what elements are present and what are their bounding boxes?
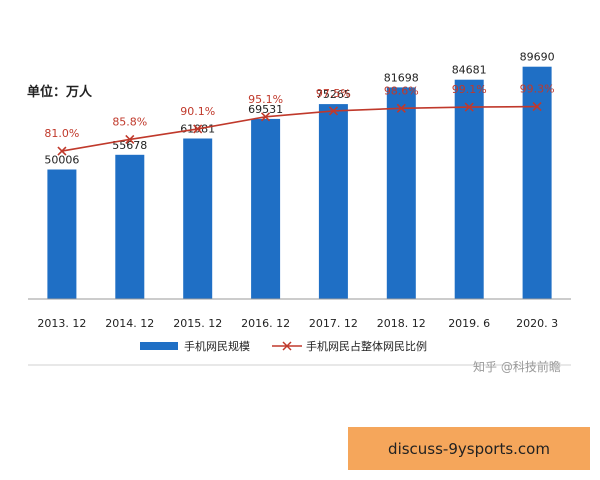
x-tick-label: 2016. 12 [241, 317, 290, 330]
ratio-line-series [57, 102, 542, 156]
bar-7 [522, 66, 552, 299]
bar-5 [386, 87, 416, 300]
ratio-label: 98.6% [384, 84, 419, 97]
ratio-label: 95.1% [248, 93, 283, 106]
legend-bar-swatch [140, 342, 178, 350]
bar-1 [115, 154, 145, 299]
legend-line-label: 手机网民占整体网民比例 [306, 339, 427, 353]
ratio-label: 99.1% [452, 83, 487, 96]
ratio-marker-1 [125, 134, 135, 144]
bars [47, 66, 552, 300]
legend-line-marker [282, 341, 292, 351]
x-tick-label: 2017. 12 [309, 317, 358, 330]
watermark: 知乎 @科技前瞻 [473, 359, 561, 374]
ratio-marker-7 [532, 102, 542, 112]
bar-value-label: 75265 [316, 88, 351, 101]
ratio-label: 90.1% [180, 105, 215, 118]
ratio-marker-4 [328, 106, 339, 116]
bar-4 [318, 104, 348, 299]
ratio-label: 85.8% [112, 115, 147, 128]
bar-value-label: 81698 [384, 71, 419, 84]
ratio-marker-5 [396, 103, 406, 113]
x-tick-label: 2020. 3 [516, 317, 558, 330]
x-tick-labels: 2013. 12 2014. 12 2015. 12 2016. 12 2017. 12… [37, 317, 558, 330]
bar-0 [47, 169, 77, 299]
footer-text: discuss-9ysports.com [388, 439, 550, 458]
ratio-label: 99.3% [520, 83, 555, 96]
bar-value-label: 84681 [452, 64, 487, 77]
x-tick-label: 2013. 12 [37, 317, 86, 330]
bar-value-labels: 5000655678619816953175265816988468189690 [44, 51, 554, 167]
ratio-labels: 81.0% 85.8% 90.1% 95.1% 97.5% 98.6% 99.1% 99.3% [44, 83, 554, 141]
bar-6 [454, 79, 484, 299]
ratio-marker-0 [57, 146, 67, 156]
x-tick-label: 2019. 6 [448, 317, 490, 330]
bar-2 [183, 138, 213, 299]
bar-value-label: 50006 [44, 154, 79, 167]
ratio-label: 81.0% [44, 127, 79, 140]
ratio-label: 97.5% [316, 87, 351, 100]
ratio-marker-3 [260, 112, 271, 122]
bar-value-label: 69531 [248, 103, 283, 116]
ratio-marker-2 [193, 124, 203, 134]
x-tick-label: 2014. 12 [105, 317, 154, 330]
bar-value-label: 55678 [112, 139, 147, 152]
legend-bar-label: 手机网民规模 [184, 339, 250, 353]
x-tick-label: 2018. 12 [377, 317, 426, 330]
unit-label: 单位：万人 [27, 84, 93, 100]
bar-3 [251, 118, 281, 300]
bar-value-label: 89690 [520, 51, 555, 64]
x-tick-label: 2015. 12 [173, 317, 222, 330]
footer-banner: discuss-9ysports.com [348, 427, 590, 470]
legend: 手机网民规模 手机网民占整体网民比例 [140, 339, 427, 353]
ratio-line [61, 105, 538, 152]
ratio-marker-6 [464, 102, 474, 112]
